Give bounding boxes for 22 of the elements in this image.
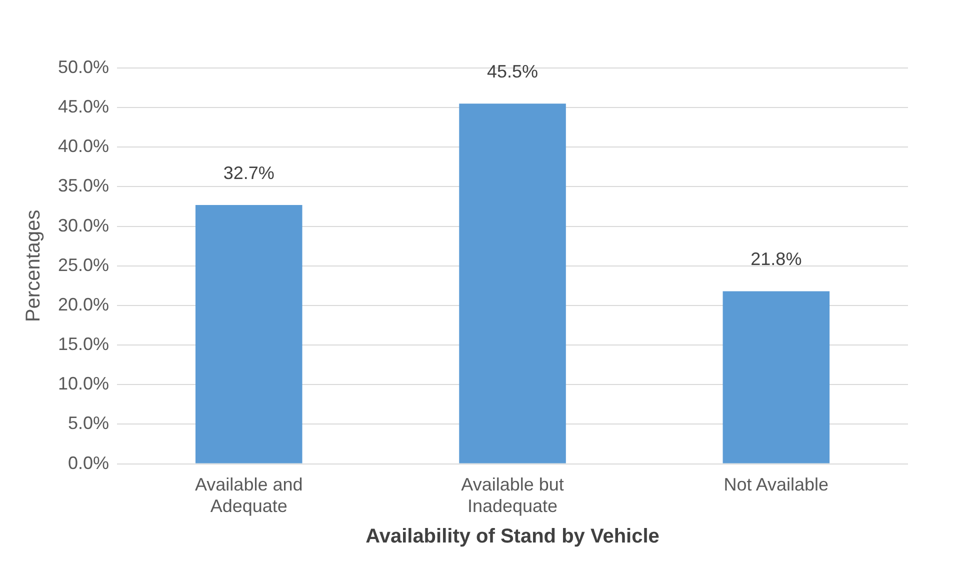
data-label: 45.5%: [486, 62, 538, 82]
y-tick-label: 10.0%: [58, 374, 110, 394]
bar: [195, 204, 302, 464]
y-tick-label: 40.0%: [58, 136, 110, 156]
x-tick-label: Available but Inadequate: [461, 474, 564, 516]
bar: [722, 291, 830, 464]
y-tick-label: 5.0%: [68, 413, 110, 434]
data-label: 32.7%: [223, 162, 274, 183]
x-tick-label: Available and Adequate: [194, 474, 303, 516]
y-tick-label: 15.0%: [58, 334, 110, 354]
y-tick-label: 0.0%: [68, 452, 110, 473]
bar: [459, 104, 566, 464]
y-tick-label: 45.0%: [58, 96, 110, 117]
y-tick-label: 25.0%: [58, 254, 110, 275]
x-axis-title: Availability of Stand by Vehicle: [366, 526, 660, 548]
y-tick-label: 50.0%: [58, 56, 110, 77]
y-tick-label: 30.0%: [58, 215, 110, 236]
y-tick-label: 20.0%: [58, 294, 110, 314]
y-axis-title: Percentages: [22, 210, 45, 322]
x-tick-label: Not Available: [724, 474, 829, 495]
data-label: 21.8%: [750, 249, 802, 270]
y-tick-label: 35.0%: [58, 176, 110, 196]
